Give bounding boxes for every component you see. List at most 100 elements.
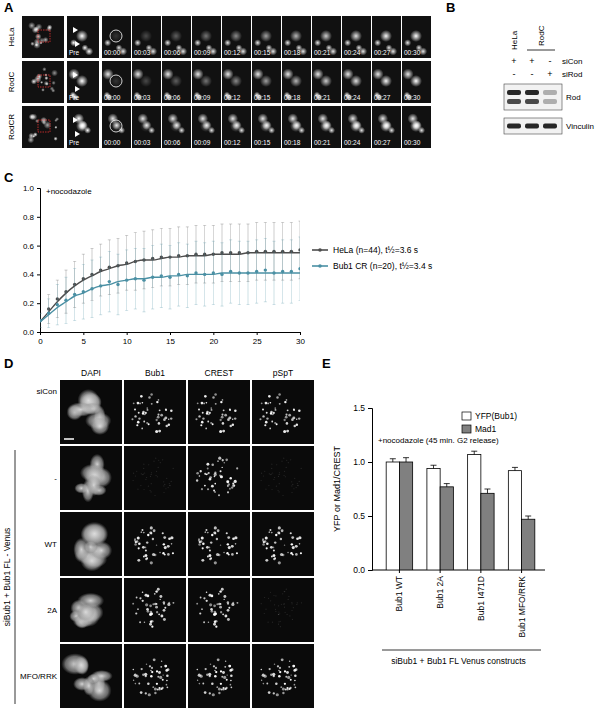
time-frame — [282, 16, 311, 58]
error-cap — [40, 327, 42, 328]
kinetochore-signal — [233, 538, 235, 540]
kinetochore-signal — [232, 537, 235, 540]
kinetochore-signal — [275, 595, 276, 596]
kinetochore-signal — [262, 543, 265, 546]
time-label: 00:15 — [254, 49, 271, 56]
kinetochore-signal — [228, 546, 231, 549]
time-frame — [372, 16, 401, 58]
kinetochore-signal — [204, 485, 206, 487]
kinetochore-signal — [276, 396, 278, 398]
kinetochore-signal — [150, 476, 151, 477]
kinetochore-signal — [218, 687, 221, 690]
error-cap — [65, 277, 68, 278]
kinetochore-signal — [287, 676, 290, 679]
kinetochore-signal — [269, 531, 271, 533]
kinetochore-signal — [277, 531, 280, 534]
chromatin — [84, 540, 98, 553]
arrowhead — [73, 27, 78, 33]
kinetochore-signal — [202, 412, 204, 414]
data-point — [56, 303, 59, 306]
kinetochore-signal — [278, 393, 281, 396]
kinetochore-signal — [142, 474, 143, 475]
bar — [399, 462, 412, 570]
kinetochore-signal — [134, 408, 136, 410]
kinetochore-signal — [141, 473, 142, 474]
kinetochore-signal — [142, 411, 145, 414]
column-label: DAPI — [81, 368, 101, 378]
image-cell — [188, 380, 250, 444]
kinetochore-signal — [224, 414, 227, 417]
kinetochore-signal — [275, 534, 277, 536]
time-frame — [162, 61, 191, 103]
kinetochore-signal — [135, 541, 137, 543]
signal — [374, 39, 381, 46]
tick-label: Bub1 I471D — [476, 576, 486, 621]
kinetochore-signal — [298, 417, 300, 419]
error-cap — [212, 304, 215, 305]
kinetochore-signal — [163, 601, 165, 603]
panel-label: D — [4, 356, 13, 371]
kinetochore-signal — [145, 549, 147, 551]
kinetochore-signal — [206, 402, 208, 404]
bar — [481, 493, 494, 570]
error-cap — [525, 516, 531, 517]
image-cell — [188, 446, 250, 510]
image-frame — [67, 106, 99, 148]
error-cap — [264, 238, 267, 239]
error-cap — [247, 224, 250, 225]
column-label: CREST — [205, 368, 234, 378]
image-frame — [22, 106, 64, 148]
kinetochore-signal — [281, 658, 284, 661]
kinetochore-signal — [227, 618, 230, 621]
kinetochore-signal — [269, 428, 271, 430]
error-cap — [125, 310, 128, 311]
kinetochore-signal — [207, 532, 209, 534]
kinetochore-signal — [140, 395, 143, 398]
kinetochore-signal — [277, 665, 279, 667]
image-cell — [124, 578, 186, 642]
bar — [440, 487, 453, 570]
time-frame — [252, 61, 281, 103]
error-cap — [177, 242, 180, 243]
time-frame — [342, 16, 371, 58]
legend-label: Bub1 CR (n=20), t½=3.4 s — [333, 261, 432, 271]
time-frame — [132, 106, 161, 148]
kinetochore-signal — [198, 543, 201, 546]
error-cap — [255, 239, 258, 240]
error-cap — [273, 241, 276, 242]
kinetochore-signal — [214, 533, 216, 535]
kinetochore-signal — [154, 603, 156, 605]
signal — [200, 30, 212, 42]
tick-label: 20 — [209, 337, 218, 346]
kinetochore-signal — [203, 597, 205, 599]
kinetochore-signal — [163, 543, 165, 545]
kinetochore-signal — [159, 595, 162, 598]
kinetochore-signal — [159, 409, 161, 411]
kinetochore-signal — [167, 553, 170, 556]
kinetochore-signal — [288, 666, 290, 668]
time-frame — [102, 16, 131, 58]
time-label: 00:21 — [314, 139, 331, 146]
kinetochore-signal — [209, 547, 211, 549]
kinetochore-signal — [228, 665, 231, 668]
tick-mark — [37, 332, 40, 333]
axis-line — [368, 409, 373, 571]
image-frame — [402, 61, 431, 103]
error-cap — [143, 248, 146, 249]
kinetochore-signal — [168, 537, 171, 540]
kinetochore-signal — [224, 666, 226, 668]
kinetochore-signal — [215, 620, 218, 623]
kinetochore-signal — [215, 671, 217, 673]
kinetochore-signal — [206, 600, 208, 602]
arrowhead — [75, 131, 80, 137]
signal — [132, 69, 143, 80]
image-cell — [252, 512, 314, 576]
kinetochore-signal — [230, 684, 232, 686]
band — [543, 90, 557, 95]
kinetochore-signal — [207, 488, 209, 490]
time-frame — [222, 61, 251, 103]
lane-label: HeLa — [510, 30, 519, 50]
signal — [84, 127, 91, 134]
tick-mark — [368, 516, 372, 517]
error-cap — [40, 313, 42, 314]
